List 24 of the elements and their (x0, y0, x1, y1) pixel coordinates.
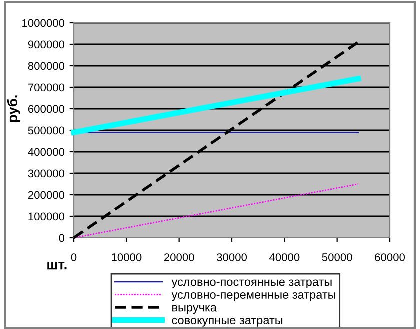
y-tick-label: 200000 (28, 191, 65, 200)
x-tick-label: 0 (71, 254, 77, 262)
y-tick-label: 0 (59, 234, 65, 242)
y-tick-label: 600000 (28, 105, 65, 114)
x-tick-label: 30000 (216, 254, 248, 262)
y-tick-label: 900000 (28, 40, 65, 49)
x-tick-label: 60000 (375, 254, 406, 262)
legend-label: совокупные затраты (172, 318, 283, 327)
x-tick-label: 50000 (322, 254, 352, 262)
y-tick-label: 500000 (28, 126, 65, 135)
y-tick-label: 100000 (28, 212, 65, 221)
y-tick-label: 800000 (28, 62, 65, 70)
y-axis-title: руб. (7, 96, 20, 122)
y-tick-label: 700000 (28, 84, 65, 92)
x-tick-label: 20000 (164, 254, 194, 262)
x-tick-label: 40000 (269, 254, 300, 262)
y-tick-label: 1000000 (22, 19, 65, 28)
x-tick-label: 10000 (112, 254, 142, 262)
legend-label: условно-постоянные затраты (172, 280, 332, 289)
y-tick-label: 300000 (28, 170, 65, 178)
x-axis-title: шт. (48, 262, 67, 270)
y-tick-label: 400000 (28, 148, 65, 156)
legend-label: выручка (172, 305, 217, 314)
legend-label: условно-переменные затраты (172, 292, 336, 302)
